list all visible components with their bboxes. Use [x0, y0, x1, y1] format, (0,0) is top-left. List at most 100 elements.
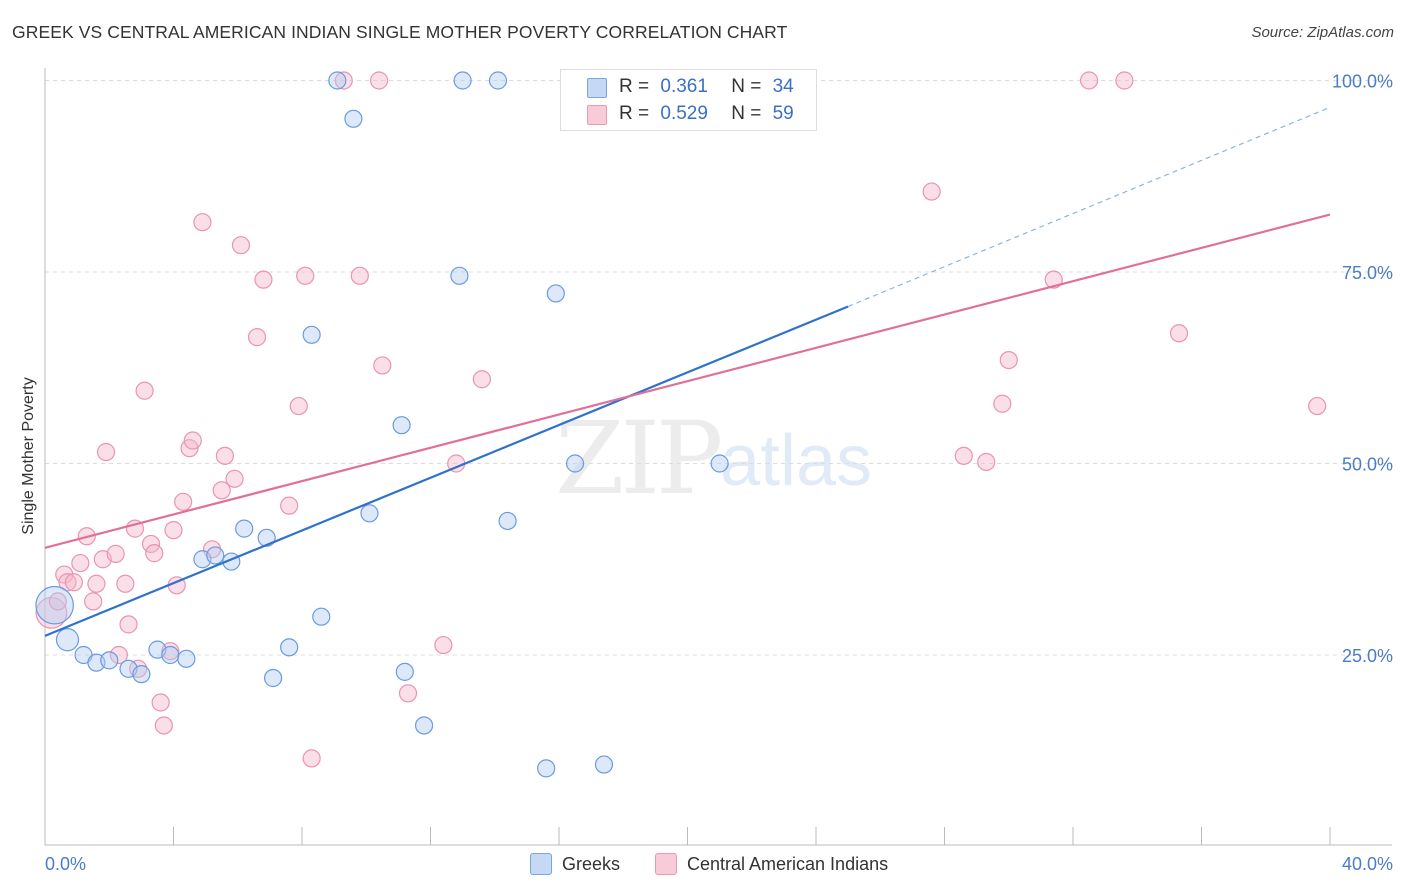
central-american-indians-point — [58, 573, 77, 592]
cai-legend-swatch — [655, 853, 677, 875]
y-tick-label: 50.0% — [1342, 455, 1393, 475]
central-american-indians-point — [145, 544, 164, 563]
central-american-indians-point — [370, 71, 389, 90]
greeks-point — [565, 454, 585, 473]
watermark-atlas: atlas — [720, 421, 873, 501]
central-american-indians-point — [48, 592, 67, 611]
central-american-indians-point — [289, 396, 308, 416]
n-value: 59 — [772, 103, 794, 124]
r-value: 0.361 — [660, 76, 708, 97]
central-american-indians-point — [1079, 71, 1099, 90]
central-american-indians-trend-line — [44, 213, 1331, 549]
greeks-legend-swatch — [530, 853, 552, 875]
greeks-point — [302, 325, 321, 344]
greeks-point — [498, 511, 517, 531]
central-american-indians-point — [1115, 71, 1134, 90]
central-american-indians-point — [109, 645, 128, 665]
greeks-point — [594, 755, 614, 774]
central-american-indians-point — [135, 381, 154, 400]
central-american-indians-point — [154, 716, 173, 735]
central-american-indians-point — [302, 749, 321, 768]
central-american-indians-point — [215, 446, 234, 465]
cai-legend-label: Central American Indians — [687, 853, 889, 874]
greeks-point — [312, 607, 331, 626]
central-american-indians-point — [254, 270, 273, 289]
central-american-indians-point — [1169, 324, 1189, 343]
y-tick-label: 75.0% — [1342, 263, 1393, 283]
n-label: N = — [731, 76, 762, 97]
central-american-indians-point — [84, 592, 103, 611]
greeks-swatch — [587, 78, 607, 98]
greeks-trend-line — [44, 305, 849, 637]
central-american-indians-point — [1044, 270, 1063, 289]
greeks-point — [488, 71, 508, 90]
greeks-legend-label: Greeks — [562, 853, 621, 874]
greeks-point — [132, 665, 151, 684]
central-american-indians-point — [922, 182, 941, 201]
n-value: 34 — [772, 76, 794, 97]
central-american-indians-point — [193, 213, 212, 232]
greeks-trend-extension — [847, 106, 1331, 308]
greeks-point — [280, 638, 299, 657]
central-american-indians-point — [87, 574, 106, 593]
central-american-indians-point — [1308, 396, 1327, 416]
greeks-point — [414, 716, 434, 735]
r-label: R = — [619, 76, 650, 97]
greeks-point — [710, 454, 729, 473]
greeks-point — [546, 284, 565, 303]
greeks-point — [328, 71, 347, 90]
greeks-point — [177, 649, 196, 668]
central-american-indians-point — [373, 356, 392, 375]
central-american-indians-point — [151, 693, 170, 712]
central-american-indians-point — [212, 481, 231, 500]
y-tick-label: 100.0% — [1332, 72, 1393, 92]
greeks-point — [263, 668, 283, 688]
central-american-indians-point — [472, 370, 491, 389]
greeks-point — [257, 528, 276, 547]
central-american-indians-point — [116, 574, 135, 593]
central-american-indians-point — [280, 496, 299, 515]
central-american-indians-point — [164, 521, 183, 540]
n-label: N = — [731, 103, 762, 124]
greeks-point — [206, 546, 225, 565]
legend-item-central-american-indians: Central American Indians — [655, 853, 888, 875]
cai-swatch — [587, 105, 607, 125]
r-value: 0.529 — [660, 103, 708, 124]
x-tick-label: 0.0% — [45, 854, 86, 874]
r-label: R = — [619, 103, 650, 124]
central-american-indians-point — [999, 350, 1018, 370]
central-american-indians-point — [106, 544, 125, 563]
central-american-indians-point — [225, 469, 244, 488]
central-american-indians-point — [71, 553, 90, 573]
central-american-indians-point — [334, 71, 353, 90]
watermark-zip: ZIP — [555, 400, 723, 517]
central-american-indians-point — [434, 635, 453, 655]
greeks-point — [395, 662, 414, 681]
greeks-point — [55, 628, 80, 652]
central-american-indians-point — [954, 446, 973, 465]
greeks-point — [235, 519, 254, 538]
chart-source: Source: ZipAtlas.com — [1251, 24, 1394, 41]
legend-item-greeks: Greeks — [530, 853, 620, 875]
y-tick-label: 25.0% — [1342, 646, 1393, 666]
central-american-indians-point — [64, 573, 84, 592]
greeks-point — [537, 759, 556, 778]
central-american-indians-point — [174, 492, 193, 511]
greeks-point — [100, 651, 119, 670]
central-american-indians-point — [119, 615, 138, 634]
central-american-indians-point — [993, 394, 1012, 413]
chart-title: GREEK VS CENTRAL AMERICAN INDIAN SINGLE … — [12, 22, 788, 42]
central-american-indians-point — [977, 452, 996, 472]
greeks-point — [344, 109, 363, 128]
central-american-indians-point — [183, 431, 202, 450]
greeks-point — [392, 416, 411, 435]
central-american-indians-point — [231, 236, 251, 255]
correlation-legend: R = 0.361 N = 34 R = 0.529 N = 59 — [560, 69, 817, 131]
greeks-point — [453, 71, 472, 90]
greeks-point — [450, 266, 469, 285]
greeks-point — [35, 585, 74, 625]
central-american-indians-point — [96, 442, 116, 462]
greeks-point — [360, 504, 379, 523]
central-american-indians-point — [296, 266, 315, 285]
